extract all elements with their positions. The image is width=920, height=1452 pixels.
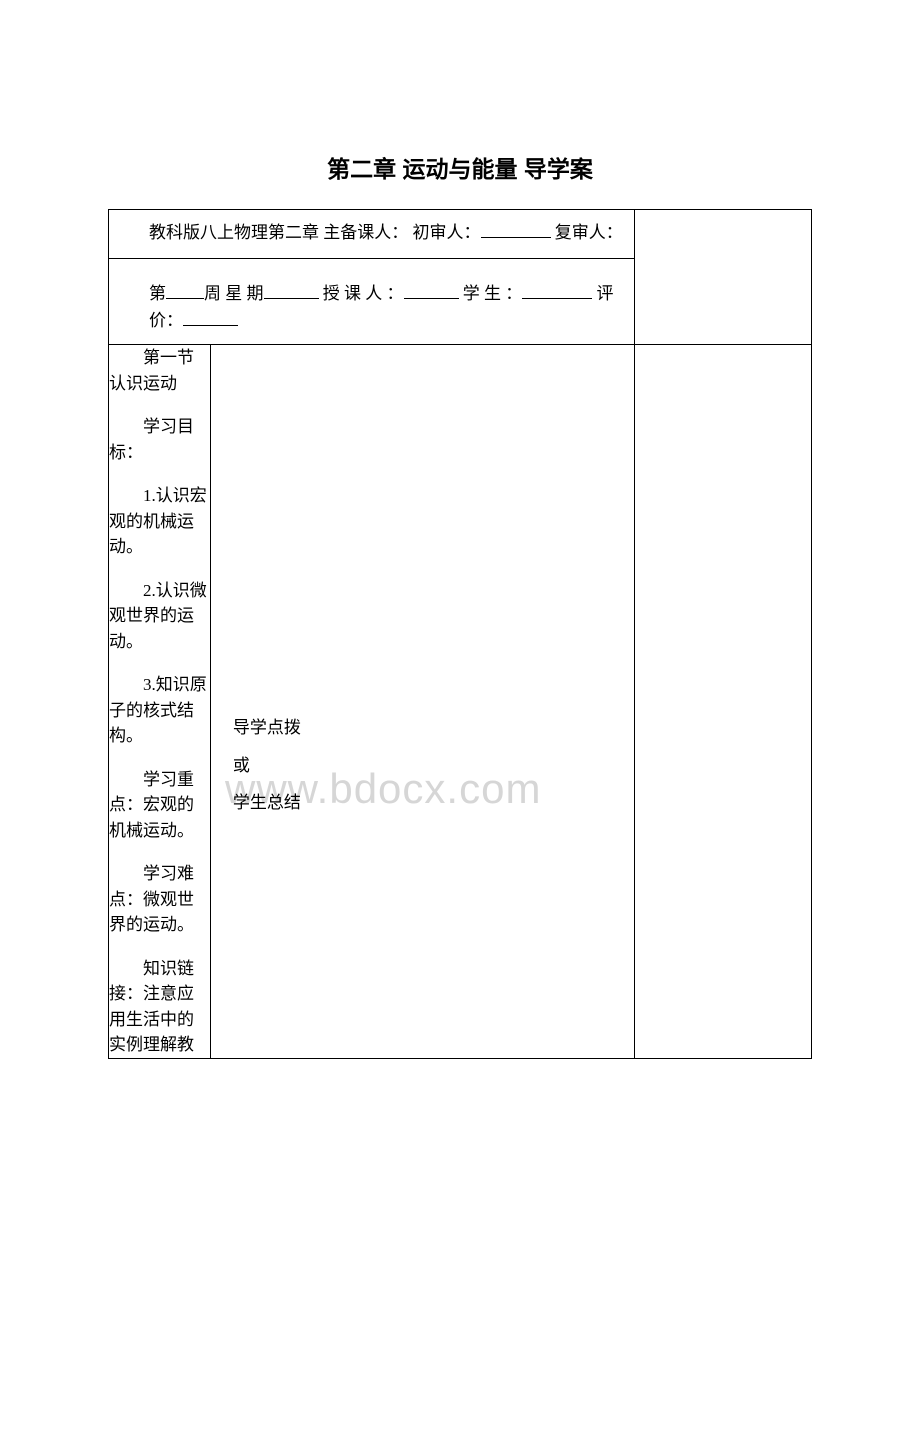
header-line2-p3: 授 课 人 ： — [323, 284, 404, 303]
learning-focus: 学习重点：宏观的机械运动。 — [109, 767, 210, 844]
header-line1-prefix: 教科版八上物理第二章 主备课人： — [149, 223, 408, 242]
header-line1-mid: 初审人： — [413, 223, 481, 242]
objective-1: 1.认识宏观的机械运动。 — [109, 483, 210, 560]
content-row: 第一节 认识运动 学习目标： 1.认识宏观的机械运动。 2.认识微观世界的运动。… — [109, 345, 812, 1059]
learning-objectives-heading: 学习目标： — [109, 414, 210, 465]
page-title: 第二章 运动与能量 导学案 — [0, 150, 920, 184]
learning-difficulty: 学习难点：微观世界的运动。 — [109, 861, 210, 938]
guidance-line-2: 或 — [233, 753, 634, 779]
header-cell-1: 教科版八上物理第二章 主备课人： 初审人： 复审人： — [109, 210, 635, 259]
blank-reviewer1 — [481, 221, 551, 238]
right-column-cell — [635, 345, 812, 1059]
worksheet-table: 教科版八上物理第二章 主备课人： 初审人： 复审人： 第 周 星 期 授 课 人 … — [108, 209, 812, 1059]
blank-week — [166, 282, 204, 299]
left-column-cell: 第一节 认识运动 学习目标： 1.认识宏观的机械运动。 2.认识微观世界的运动。… — [109, 345, 211, 1059]
header-line1-suffix: 复审人： — [555, 223, 623, 242]
guidance-line-1: 导学点拨 — [233, 715, 634, 741]
section-title: 第一节 认识运动 — [109, 345, 210, 396]
header-line2-p4: 学 生 ： — [463, 284, 523, 303]
objective-2: 2.认识微观世界的运动。 — [109, 578, 210, 655]
guidance-line-3: 学生总结 — [233, 790, 634, 816]
header-cell-2: 第周 星 期 授 课 人 ： 学 生 ： 评 价： — [109, 259, 635, 345]
blank-teacher — [404, 282, 459, 299]
middle-column-cell: 导学点拨 或 学生总结 — [210, 345, 634, 1059]
header-line2-p2: 周 星 期 — [204, 284, 264, 303]
header-line2-p1: 第 — [149, 284, 166, 303]
header-row-1: 教科版八上物理第二章 主备课人： 初审人： 复审人： — [109, 210, 812, 259]
objective-3: 3.知识原子的核式结构。 — [109, 672, 210, 749]
middle-content-block: 导学点拨 或 学生总结 — [211, 715, 634, 816]
blank-weekday — [264, 282, 319, 299]
knowledge-link: 知识链接：注意应用生活中的实例理解教 — [109, 956, 210, 1058]
blank-student — [522, 282, 592, 299]
blank-rating — [183, 309, 238, 326]
header-right-cell — [635, 210, 812, 345]
